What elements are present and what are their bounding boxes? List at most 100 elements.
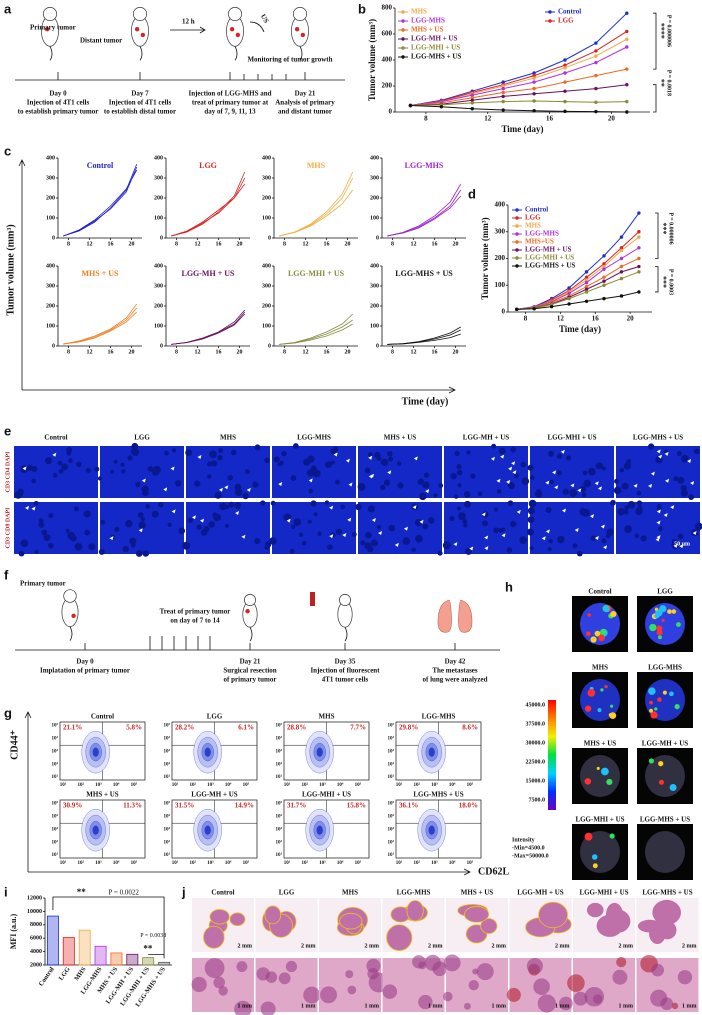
nucleus [151, 510, 159, 518]
y-tick-label: 8000 [30, 922, 42, 928]
timeline-text: Injection of 4T1 cells [27, 99, 90, 107]
nucleus [187, 517, 193, 523]
annotation: P = 0.000006 [666, 15, 672, 47]
nucleus [623, 462, 632, 470]
scale-label: 1 mm [428, 1003, 443, 1009]
x-tick-label: 20 [237, 241, 243, 247]
nucleus [301, 540, 307, 546]
tissue-detail [476, 963, 494, 981]
tissue-detail [204, 958, 225, 978]
axis [165, 266, 250, 347]
timeline-text: Injection of 4T1 cells [109, 99, 172, 107]
x-tick-label: 12 [303, 349, 309, 355]
nucleus [462, 518, 468, 524]
nucleus [264, 457, 270, 464]
nucleus [527, 516, 535, 524]
nucleus [317, 531, 322, 537]
tissue-lobe [480, 918, 498, 934]
scale-label: 1 mm [301, 1003, 316, 1009]
tick-label: 10⁵ [164, 723, 171, 729]
data-point [567, 302, 571, 306]
nucleus [43, 534, 51, 542]
nucleus [351, 531, 357, 537]
data-point [637, 235, 641, 239]
series-line [516, 271, 640, 310]
tissue-detail [533, 978, 550, 995]
marker-arrow [235, 511, 240, 516]
nucleus [677, 476, 685, 484]
tick-label: 10⁴ [337, 860, 344, 866]
y-tick-label: 0 [268, 235, 271, 241]
timeline-text: Day 21 [240, 658, 261, 666]
data-point [637, 246, 641, 250]
x-tick-label: 12 [411, 349, 417, 355]
scale-label: 2 mm [555, 943, 570, 949]
y-tick-label: 400 [370, 155, 379, 161]
tick-label: 10² [189, 860, 196, 866]
scale-label: 2 mm [365, 943, 380, 949]
y-tick-label: 0 [268, 343, 271, 349]
nucleus [595, 462, 603, 470]
legend-marker [515, 248, 519, 252]
x-tick-label: 16 [108, 241, 114, 247]
signal-spot [597, 708, 602, 713]
micrograph [616, 446, 700, 498]
nucleus [131, 448, 140, 457]
y-tick-label: 100 [262, 215, 271, 221]
tick-label: 10³ [164, 748, 171, 754]
data-point [501, 86, 505, 91]
group-label: MHS [220, 434, 236, 442]
tissue-detail [651, 963, 664, 977]
legend-label: LGG-MHS [525, 230, 559, 238]
nucleus [493, 527, 500, 534]
nucleus [463, 500, 472, 508]
nucleus [526, 528, 534, 536]
marker-arrow [650, 471, 655, 476]
data-point [501, 108, 505, 112]
signal-spot [584, 832, 593, 841]
micrograph [14, 446, 98, 498]
panel-letter: b [358, 1, 366, 16]
nucleus [145, 504, 151, 509]
label: on day of 7 to 14 [170, 617, 220, 625]
data-point [602, 283, 606, 287]
tissue-detail [559, 996, 573, 1011]
tick-label: 10¹ [396, 782, 403, 788]
marker-arrow [171, 509, 176, 514]
nucleus [507, 482, 515, 490]
signal-spot [657, 697, 662, 702]
intensity-label: -Max=50000.0 [512, 853, 549, 859]
marker-arrow [597, 486, 602, 491]
y-tick-label: 100 [262, 323, 271, 329]
scale-label: 1 mm [682, 1003, 697, 1009]
timeline-text: day of 7, 9, 11, 13 [204, 108, 256, 116]
nucleus [373, 541, 379, 546]
marker-arrow [378, 531, 383, 536]
nucleus [245, 469, 250, 475]
group-label: MHS [592, 664, 608, 672]
nucleus [264, 545, 270, 550]
nucleus [219, 502, 227, 511]
nucleus [127, 455, 133, 461]
row-label: CD3 CD4 DAPI [5, 451, 11, 493]
nucleus [73, 506, 79, 512]
nucleus [465, 547, 473, 555]
nucleus [210, 460, 218, 467]
data-point [563, 89, 567, 93]
axis-label: CD44⁺ [9, 730, 20, 760]
nucleus [360, 540, 366, 546]
data-point [619, 256, 624, 261]
tick-label: 10⁵ [388, 723, 395, 729]
nucleus [556, 453, 563, 459]
data-point [515, 307, 519, 312]
legend-marker [515, 256, 519, 260]
marker-arrow [656, 520, 661, 525]
legend-marker [401, 37, 405, 41]
marker-arrow [600, 524, 605, 529]
data-point [602, 275, 606, 279]
nucleus [41, 529, 48, 536]
marker-arrow [218, 487, 223, 492]
nucleus [527, 464, 534, 471]
data-point [532, 71, 536, 75]
tissue-detail [443, 991, 453, 1002]
